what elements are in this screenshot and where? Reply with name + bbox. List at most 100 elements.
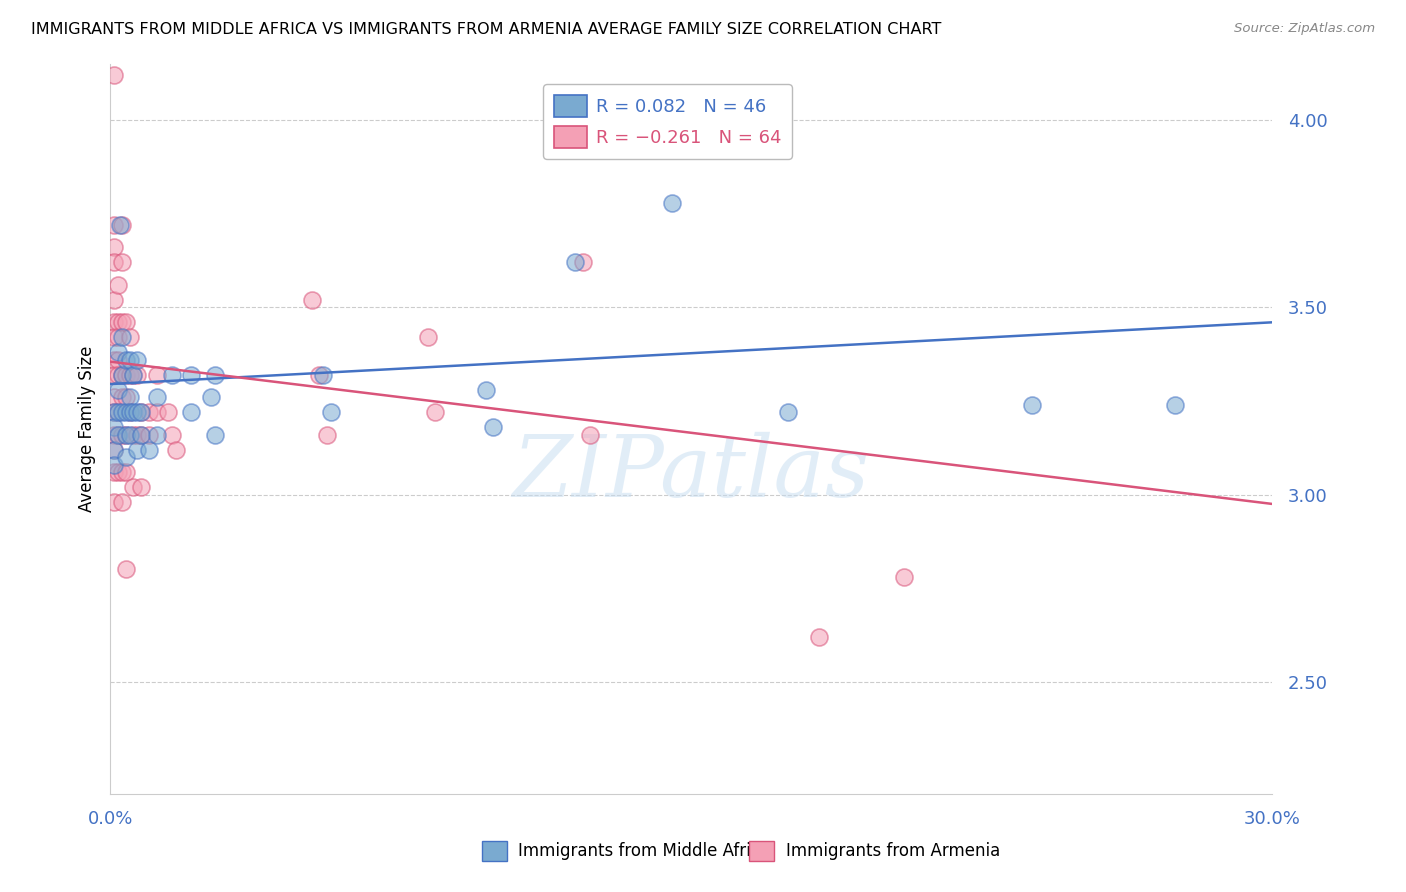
Point (107, 315, 129, 329)
Point (122, 405, 145, 419)
Point (103, 240, 125, 254)
Point (160, 427, 183, 442)
Point (114, 450, 136, 464)
Point (111, 315, 134, 329)
Point (114, 352, 136, 367)
Point (103, 352, 125, 367)
Point (316, 427, 339, 442)
Point (111, 405, 134, 419)
Point (579, 427, 602, 442)
Point (129, 427, 152, 442)
Point (555, 143, 578, 157)
Point (107, 405, 129, 419)
Point (111, 465, 134, 479)
Point (204, 427, 226, 442)
Point (111, 368, 134, 382)
Point (107, 383, 129, 397)
Point (118, 427, 141, 442)
Point (474, 383, 496, 397)
Legend: R = 0.082   N = 46, R = −0.261   N = 64: R = 0.082 N = 46, R = −0.261 N = 64 (543, 84, 792, 159)
Point (776, 405, 799, 419)
Point (107, 405, 129, 419)
Point (129, 427, 152, 442)
Point (118, 368, 141, 382)
Point (118, 405, 141, 419)
Point (103, 218, 125, 232)
Point (127, 368, 149, 382)
Point (118, 352, 141, 367)
Point (157, 405, 180, 419)
Point (312, 368, 335, 382)
Point (103, 465, 125, 479)
Point (118, 330, 141, 344)
Point (103, 293, 125, 307)
Point (107, 427, 129, 442)
Point (103, 495, 125, 509)
Text: Source: ZipAtlas.com: Source: ZipAtlas.com (1234, 22, 1375, 36)
Point (103, 68, 125, 82)
Point (122, 368, 145, 382)
Point (180, 405, 202, 419)
Point (138, 442, 160, 457)
Point (103, 330, 125, 344)
Point (893, 570, 915, 584)
Text: IMMIGRANTS FROM MIDDLE AFRICA VS IMMIGRANTS FROM ARMENIA AVERAGE FAMILY SIZE COR: IMMIGRANTS FROM MIDDLE AFRICA VS IMMIGRA… (31, 22, 941, 37)
Text: ZIPatlas: ZIPatlas (512, 432, 869, 514)
Point (107, 330, 129, 344)
Point (107, 345, 129, 359)
Point (107, 277, 129, 292)
Point (129, 405, 152, 419)
Point (200, 390, 222, 404)
Point (103, 458, 125, 472)
Point (416, 330, 439, 344)
Point (118, 390, 141, 404)
Point (103, 315, 125, 329)
Point (107, 368, 129, 382)
Point (118, 405, 141, 419)
Point (103, 427, 125, 442)
Point (103, 390, 125, 404)
Text: Immigrants from Middle Africa: Immigrants from Middle Africa (519, 842, 770, 860)
Point (122, 480, 145, 494)
Point (114, 315, 136, 329)
Y-axis label: Average Family Size: Average Family Size (79, 346, 96, 512)
Point (103, 405, 125, 419)
Point (138, 405, 160, 419)
Point (180, 368, 202, 382)
Point (114, 427, 136, 442)
Point (114, 427, 136, 442)
Point (1164, 398, 1187, 412)
Point (107, 465, 129, 479)
Point (204, 368, 226, 382)
Point (114, 405, 136, 419)
Point (103, 420, 125, 434)
Point (103, 442, 125, 457)
Point (145, 405, 167, 419)
Point (122, 427, 145, 442)
Point (103, 405, 125, 419)
Point (308, 368, 330, 382)
Point (1021, 398, 1043, 412)
Point (114, 368, 136, 382)
Point (111, 495, 134, 509)
Point (145, 368, 167, 382)
Point (107, 427, 129, 442)
Point (482, 420, 505, 434)
Point (661, 195, 683, 210)
Point (114, 562, 136, 576)
Point (114, 390, 136, 404)
Text: Immigrants from Armenia: Immigrants from Armenia (786, 842, 1000, 860)
Point (301, 293, 323, 307)
Point (111, 218, 134, 232)
Point (114, 465, 136, 479)
Point (103, 368, 125, 382)
Point (319, 405, 342, 419)
Point (165, 442, 187, 457)
Point (138, 427, 160, 442)
Point (122, 368, 145, 382)
Point (111, 390, 134, 404)
Point (145, 390, 167, 404)
Point (103, 255, 125, 269)
Point (111, 368, 134, 382)
Point (425, 405, 447, 419)
